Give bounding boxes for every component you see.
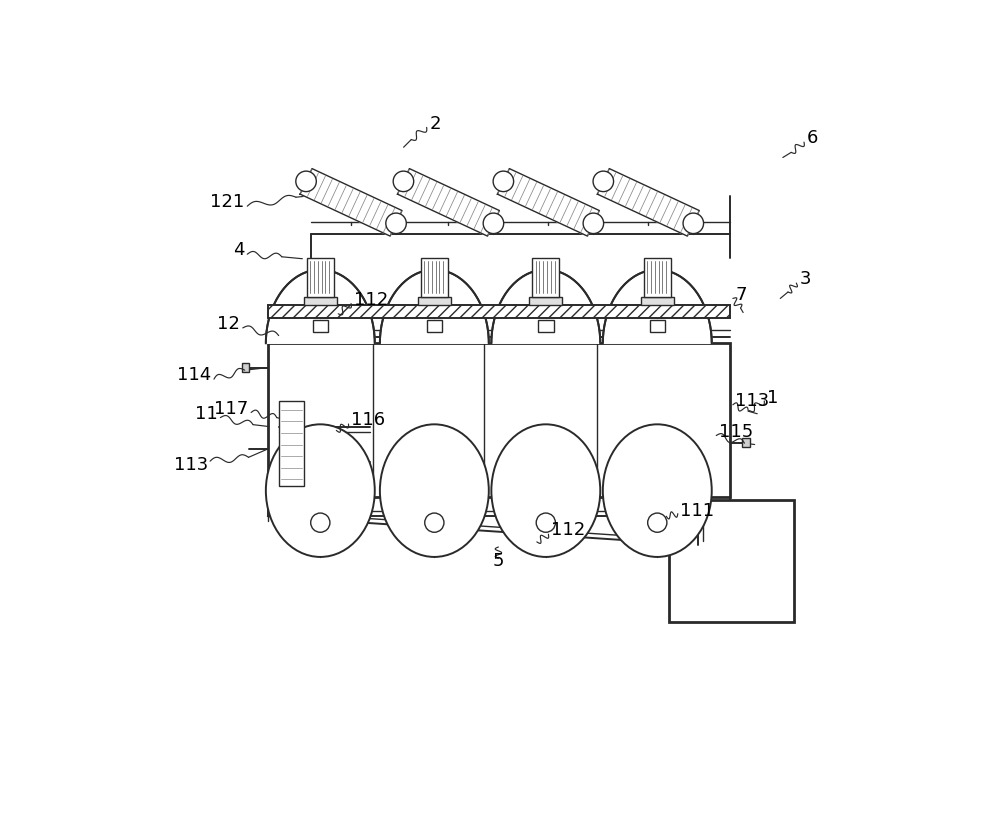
Ellipse shape — [380, 424, 489, 557]
Ellipse shape — [266, 424, 375, 557]
Bar — [641, 296, 674, 305]
Circle shape — [583, 213, 604, 234]
Circle shape — [393, 171, 414, 191]
Text: 4: 4 — [233, 241, 245, 260]
Text: 113: 113 — [174, 456, 208, 474]
Bar — [539, 268, 552, 280]
Bar — [529, 296, 562, 305]
Polygon shape — [380, 270, 489, 344]
Text: 116: 116 — [351, 411, 385, 429]
Polygon shape — [266, 270, 375, 344]
Polygon shape — [397, 169, 499, 236]
Bar — [418, 296, 451, 305]
Circle shape — [386, 213, 406, 234]
Bar — [268, 344, 730, 497]
Text: 11: 11 — [195, 404, 218, 423]
Bar — [650, 320, 665, 332]
Polygon shape — [497, 169, 599, 236]
Bar — [669, 500, 794, 622]
Bar — [421, 258, 448, 296]
Circle shape — [648, 513, 667, 532]
Ellipse shape — [603, 424, 712, 557]
Bar — [538, 320, 554, 332]
Circle shape — [493, 171, 514, 191]
Text: 5: 5 — [493, 552, 504, 570]
Bar — [313, 320, 328, 332]
Text: 7: 7 — [735, 285, 747, 304]
Text: 12: 12 — [217, 315, 240, 333]
Circle shape — [593, 171, 614, 191]
Bar — [532, 258, 559, 296]
Bar — [427, 320, 442, 332]
Text: 114: 114 — [177, 366, 211, 384]
Bar — [428, 268, 441, 280]
Bar — [279, 401, 304, 486]
Bar — [742, 438, 750, 447]
Polygon shape — [491, 270, 600, 344]
Polygon shape — [300, 169, 402, 236]
Text: 115: 115 — [719, 423, 753, 441]
Bar — [307, 258, 334, 296]
Text: 111: 111 — [680, 503, 714, 520]
Circle shape — [483, 213, 504, 234]
Bar — [268, 305, 730, 318]
Text: 113: 113 — [735, 392, 770, 410]
Text: 112: 112 — [551, 522, 585, 539]
Circle shape — [683, 213, 704, 234]
Text: 117: 117 — [214, 399, 249, 418]
Bar — [314, 268, 327, 280]
Bar — [651, 268, 664, 280]
Polygon shape — [603, 270, 712, 344]
Text: 2: 2 — [429, 115, 441, 133]
Text: 121: 121 — [210, 193, 245, 211]
Text: 1: 1 — [767, 389, 779, 407]
Ellipse shape — [491, 424, 600, 557]
Circle shape — [536, 513, 555, 532]
Text: 6: 6 — [807, 129, 819, 147]
Polygon shape — [597, 169, 699, 236]
Bar — [644, 258, 671, 296]
Bar — [304, 296, 337, 305]
Text: 3: 3 — [800, 270, 811, 288]
Circle shape — [296, 171, 316, 191]
Circle shape — [311, 513, 330, 532]
Bar — [242, 363, 249, 372]
Circle shape — [425, 513, 444, 532]
Text: 112: 112 — [354, 290, 388, 309]
